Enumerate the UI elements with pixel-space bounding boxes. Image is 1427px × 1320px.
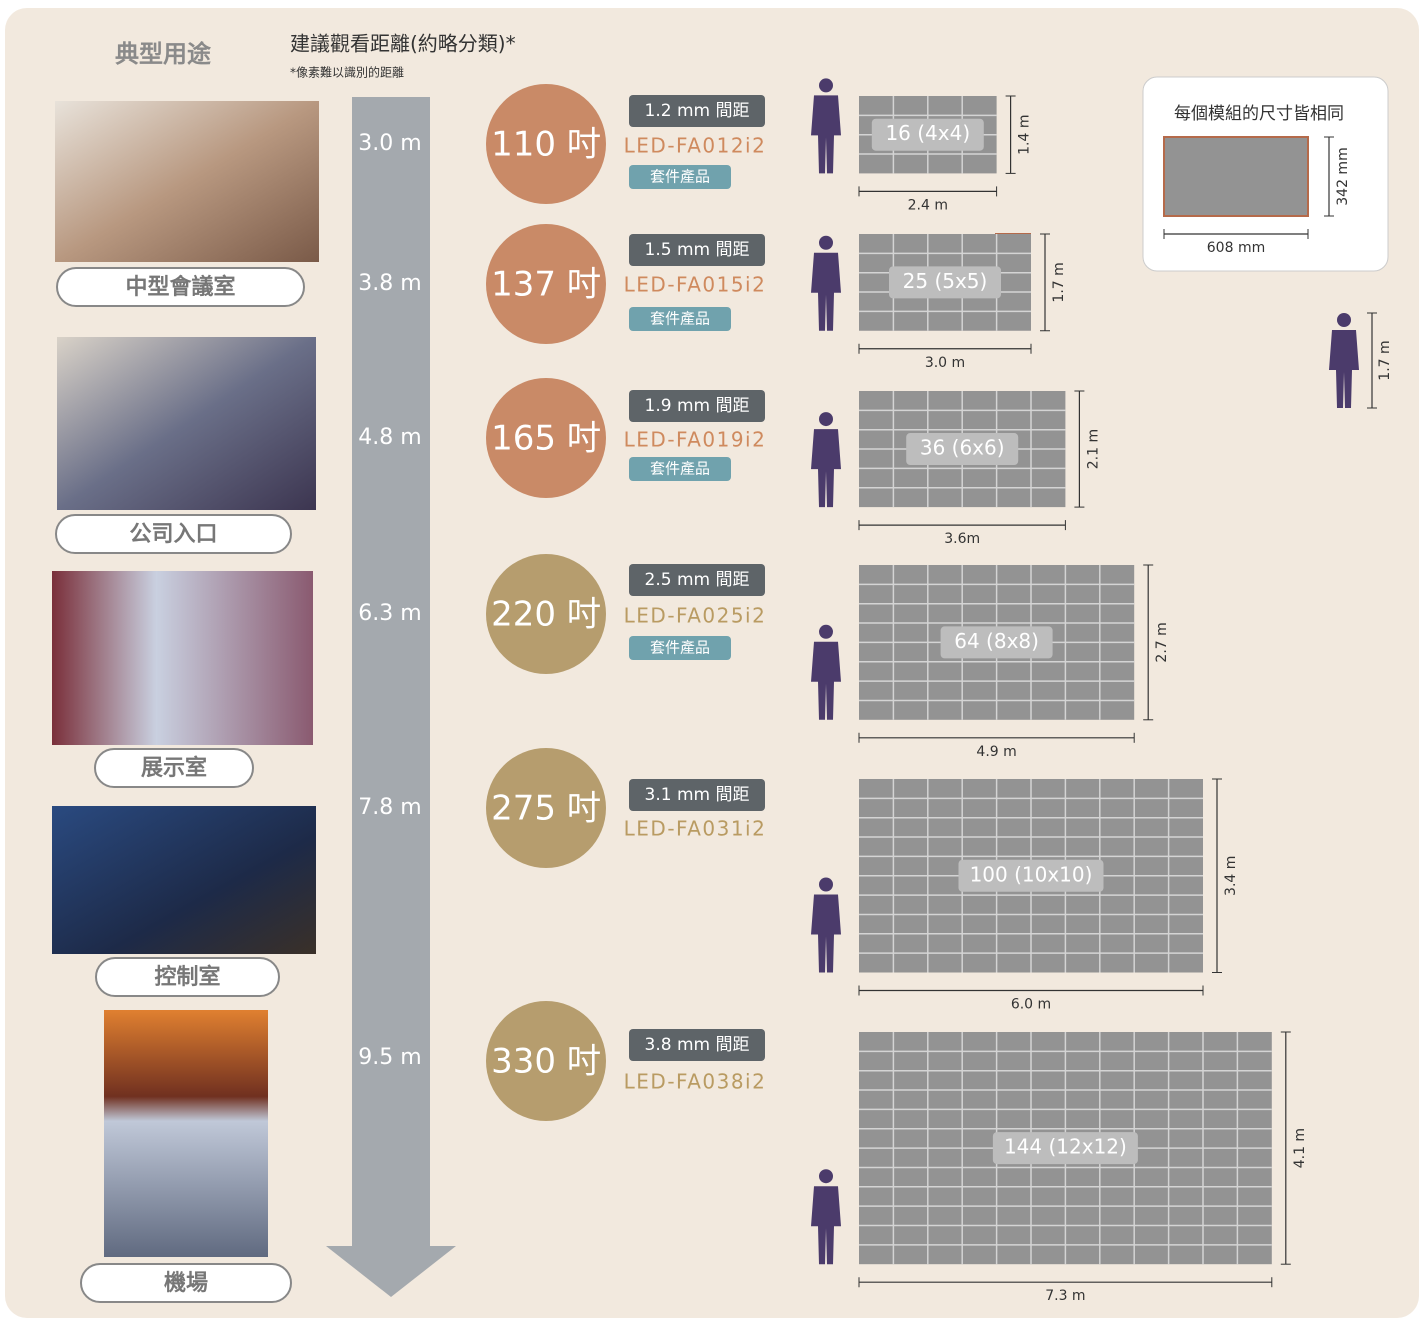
height-label: 1.4 m bbox=[1017, 115, 1033, 155]
width-label: 7.3 m bbox=[1045, 1288, 1085, 1304]
width-label: 2.4 m bbox=[908, 197, 948, 213]
kit-label: 套件產品 bbox=[650, 310, 710, 328]
use-photo bbox=[57, 337, 316, 510]
size-label: 110 吋 bbox=[491, 125, 601, 165]
distance-title: 建議觀看距離(約略分類)* bbox=[290, 32, 516, 56]
width-label: 6.0 m bbox=[1011, 997, 1051, 1013]
distance-label: 7.8 m bbox=[358, 795, 421, 820]
footnote: *像素難以識別的距離 bbox=[290, 65, 404, 80]
pitch-label: 3.1 mm 間距 bbox=[645, 785, 750, 805]
module-count: 36 (6x6) bbox=[920, 436, 1005, 460]
person-head bbox=[1337, 313, 1351, 327]
use-photo bbox=[52, 806, 316, 954]
use-label: 機場 bbox=[164, 1271, 208, 1296]
pitch-label: 3.8 mm 間距 bbox=[645, 1035, 750, 1055]
model-label: LED-FA015i2 bbox=[624, 273, 767, 297]
use-photo bbox=[55, 101, 319, 262]
model-label: LED-FA019i2 bbox=[624, 428, 767, 452]
module-count: 16 (4x4) bbox=[885, 121, 970, 145]
kit-label: 套件產品 bbox=[650, 460, 710, 478]
pitch-label: 1.5 mm 間距 bbox=[645, 240, 750, 260]
distance-label: 9.5 m bbox=[358, 1045, 421, 1070]
distance-label: 4.8 m bbox=[358, 425, 421, 450]
person-head bbox=[819, 412, 833, 426]
height-label: 2.1 m bbox=[1085, 429, 1101, 469]
size-label: 330 吋 bbox=[491, 1042, 601, 1082]
distance-label: 6.3 m bbox=[358, 601, 421, 626]
distance-label: 3.8 m bbox=[358, 271, 421, 296]
use-label: 控制室 bbox=[154, 964, 220, 990]
person-head bbox=[819, 1169, 833, 1183]
module-sample bbox=[1164, 137, 1308, 216]
module-count: 100 (10x10) bbox=[970, 862, 1093, 886]
person-head bbox=[819, 625, 833, 639]
use-label: 展示室 bbox=[141, 755, 207, 781]
module-count: 64 (8x8) bbox=[954, 629, 1039, 653]
width-label: 4.9 m bbox=[976, 744, 1016, 760]
model-label: LED-FA038i2 bbox=[624, 1070, 767, 1094]
width-label: 3.6m bbox=[944, 531, 980, 547]
height-label: 3.4 m bbox=[1223, 856, 1239, 896]
use-photo bbox=[52, 571, 313, 745]
infographic: 典型用途 建議觀看距離(約略分類)* *像素難以識別的距離 中型會議室公司入口展… bbox=[0, 0, 1427, 1320]
module-count: 144 (12x12) bbox=[1004, 1135, 1127, 1159]
height-label: 2.7 m bbox=[1154, 622, 1170, 662]
distance-label: 3.0 m bbox=[358, 131, 421, 156]
model-label: LED-FA031i2 bbox=[624, 817, 767, 841]
height-label: 1.7 m bbox=[1051, 262, 1067, 302]
kit-label: 套件產品 bbox=[650, 168, 710, 186]
distance-arrow bbox=[352, 97, 430, 1247]
height-label: 342 mm bbox=[1335, 147, 1351, 205]
size-label: 165 吋 bbox=[491, 419, 601, 459]
width-label: 608 mm bbox=[1207, 240, 1265, 256]
height-label: 4.1 m bbox=[1292, 1128, 1308, 1168]
model-label: LED-FA025i2 bbox=[624, 604, 767, 628]
person-head bbox=[819, 78, 833, 92]
model-label: LED-FA012i2 bbox=[624, 134, 767, 158]
size-label: 137 吋 bbox=[491, 265, 601, 305]
use-photo bbox=[104, 1010, 268, 1257]
module-count: 25 (5x5) bbox=[903, 269, 988, 293]
pitch-label: 2.5 mm 間距 bbox=[645, 570, 750, 590]
module-box-title: 每個模組的尺寸皆相同 bbox=[1174, 104, 1344, 124]
height-label: 1.7 m bbox=[1377, 340, 1393, 380]
person-head bbox=[819, 236, 833, 250]
size-label: 220 吋 bbox=[491, 595, 601, 635]
person-head bbox=[819, 878, 833, 892]
use-label: 公司入口 bbox=[129, 522, 217, 547]
kit-label: 套件產品 bbox=[650, 639, 710, 657]
pitch-label: 1.9 mm 間距 bbox=[645, 396, 750, 416]
width-label: 3.0 m bbox=[925, 355, 965, 371]
use-label: 中型會議室 bbox=[125, 274, 235, 300]
use-title: 典型用途 bbox=[115, 40, 212, 68]
pitch-label: 1.2 mm 間距 bbox=[645, 101, 750, 121]
size-label: 275 吋 bbox=[491, 789, 601, 829]
